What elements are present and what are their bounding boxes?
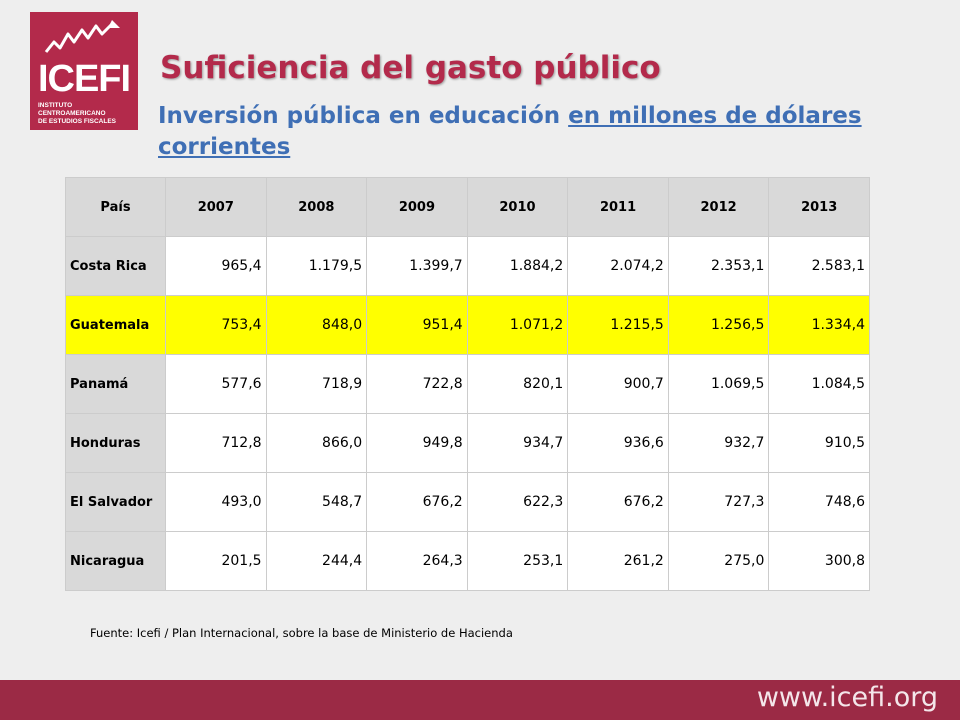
column-header: 2007 <box>165 177 267 237</box>
value-cell: 1.215,5 <box>567 295 669 355</box>
subtitle-plain: Inversión pública en educación <box>158 103 569 129</box>
value-cell: 932,7 <box>667 413 770 473</box>
country-cell: Guatemala <box>65 295 166 355</box>
icefi-logo: ICEFI INSTITUTO CENTROAMERICANO DE ESTUD… <box>30 12 138 130</box>
value-cell: 261,2 <box>567 531 669 591</box>
column-header: País <box>65 177 166 237</box>
table-row: Costa Rica 965,4 1.179,5 1.399,7 1.884,2… <box>65 236 870 296</box>
value-cell: 748,6 <box>768 472 870 532</box>
logo-name: ICEFI <box>37 58 131 100</box>
value-cell: 1.399,7 <box>366 236 468 296</box>
value-cell: 718,9 <box>265 354 368 414</box>
value-cell: 910,5 <box>768 413 870 473</box>
value-cell: 1.179,5 <box>265 236 368 296</box>
logo-subtitle: INSTITUTO CENTROAMERICANO DE ESTUDIOS FI… <box>38 102 132 126</box>
value-cell: 1.071,2 <box>466 295 569 355</box>
value-cell: 951,4 <box>366 295 468 355</box>
value-cell: 949,8 <box>366 413 468 473</box>
value-cell: 722,8 <box>366 354 468 414</box>
value-cell: 1.084,5 <box>768 354 870 414</box>
value-cell: 244,4 <box>265 531 368 591</box>
logo-subtitle-line2: DE ESTUDIOS FISCALES <box>38 118 117 125</box>
table-row: Panamá 577,6 718,9 722,8 820,1 900,7 1.0… <box>65 354 870 414</box>
page-subtitle: Inversión pública en educación en millon… <box>158 101 888 163</box>
column-header: 2011 <box>567 177 669 237</box>
country-cell: El Salvador <box>65 472 166 532</box>
value-cell: 264,3 <box>366 531 468 591</box>
country-cell: Costa Rica <box>65 236 166 296</box>
table-row: Nicaragua 201,5 244,4 264,3 253,1 261,2 … <box>65 531 870 591</box>
value-cell: 300,8 <box>768 531 870 591</box>
table-row: Honduras 712,8 866,0 949,8 934,7 936,6 9… <box>65 413 870 473</box>
value-cell: 1.334,4 <box>768 295 870 355</box>
value-cell: 2.074,2 <box>567 236 669 296</box>
column-header: 2009 <box>366 177 468 237</box>
table-row: El Salvador 493,0 548,7 676,2 622,3 676,… <box>65 472 870 532</box>
table-header-row: País 2007 2008 2009 2010 2011 2012 2013 <box>65 177 870 237</box>
value-cell: 493,0 <box>165 472 267 532</box>
value-cell: 753,4 <box>165 295 267 355</box>
value-cell: 820,1 <box>466 354 569 414</box>
value-cell: 201,5 <box>165 531 267 591</box>
source-note: Fuente: Icefi / Plan Internacional, sobr… <box>90 626 513 640</box>
value-cell: 934,7 <box>466 413 569 473</box>
column-header: 2012 <box>667 177 770 237</box>
value-cell: 848,0 <box>265 295 368 355</box>
logo-subtitle-line1: INSTITUTO CENTROAMERICANO <box>38 102 106 117</box>
footer-bar: www.icefi.org <box>0 680 960 720</box>
value-cell: 548,7 <box>265 472 368 532</box>
subtitle-underlined: en millones de dólares corrientes <box>158 103 862 160</box>
column-header: 2010 <box>466 177 569 237</box>
country-cell: Honduras <box>65 413 166 473</box>
value-cell: 2.353,1 <box>667 236 770 296</box>
value-cell: 1.069,5 <box>667 354 770 414</box>
value-cell: 253,1 <box>466 531 569 591</box>
value-cell: 622,3 <box>466 472 569 532</box>
value-cell: 965,4 <box>165 236 267 296</box>
value-cell: 2.583,1 <box>768 236 870 296</box>
column-header: 2013 <box>768 177 870 237</box>
value-cell: 727,3 <box>667 472 770 532</box>
value-cell: 676,2 <box>366 472 468 532</box>
value-cell: 712,8 <box>165 413 267 473</box>
value-cell: 866,0 <box>265 413 368 473</box>
value-cell: 577,6 <box>165 354 267 414</box>
education-investment-table: País 2007 2008 2009 2010 2011 2012 2013 … <box>65 177 870 591</box>
value-cell: 936,6 <box>567 413 669 473</box>
trend-line-icon <box>44 20 120 53</box>
value-cell: 275,0 <box>667 531 770 591</box>
country-cell: Nicaragua <box>65 531 166 591</box>
table-row-highlighted: Guatemala 753,4 848,0 951,4 1.071,2 1.21… <box>65 295 870 355</box>
footer-url[interactable]: www.icefi.org <box>756 682 938 713</box>
value-cell: 900,7 <box>567 354 669 414</box>
country-cell: Panamá <box>65 354 166 414</box>
value-cell: 676,2 <box>567 472 669 532</box>
value-cell: 1.884,2 <box>466 236 569 296</box>
column-header: 2008 <box>265 177 368 237</box>
value-cell: 1.256,5 <box>667 295 770 355</box>
page-title: Suficiencia del gasto público <box>160 50 661 86</box>
